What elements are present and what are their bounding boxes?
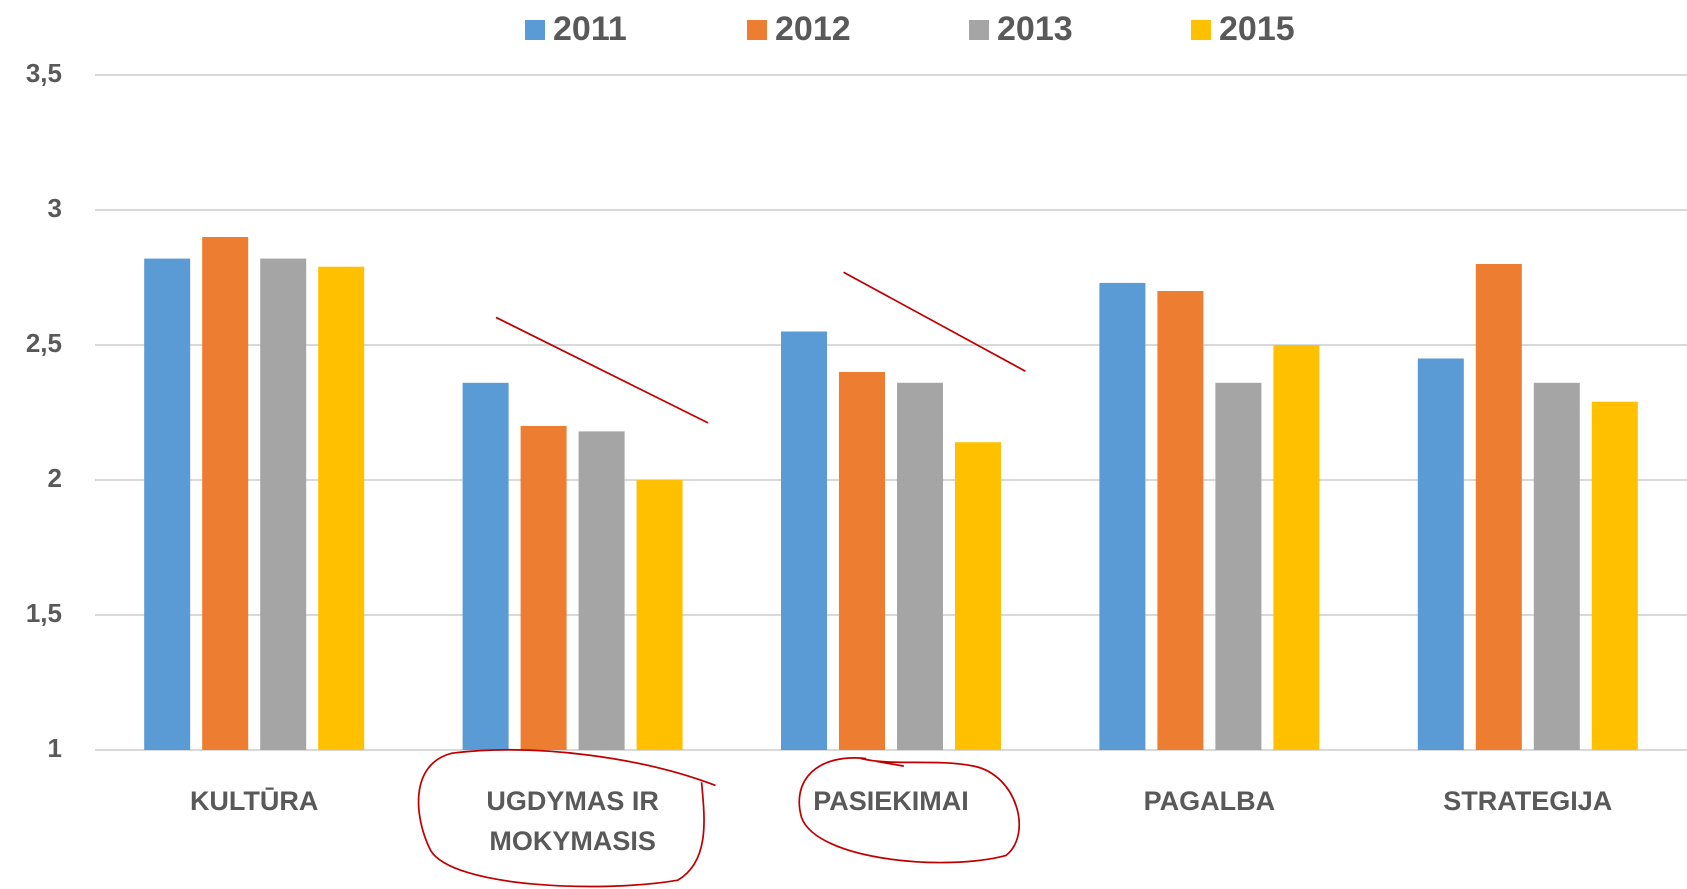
bar xyxy=(578,431,625,750)
x-tick-label: KULTŪRA xyxy=(189,786,319,816)
y-tick-label: 1 xyxy=(48,733,62,763)
y-tick-label: 1,5 xyxy=(26,598,62,628)
y-tick-label: 3,5 xyxy=(26,58,62,88)
legend-label: 2015 xyxy=(1219,10,1295,48)
bar xyxy=(839,372,885,750)
annotation-circle xyxy=(798,757,1021,864)
bar xyxy=(318,266,365,750)
legend-swatch xyxy=(525,20,545,40)
bar xyxy=(520,426,567,750)
bar xyxy=(260,258,307,750)
x-tick-label: STRATEGIJA xyxy=(1443,786,1613,816)
bar xyxy=(897,382,943,750)
legend-swatch xyxy=(1191,20,1211,40)
bar xyxy=(781,331,827,750)
x-tick-label: PASIEKIMAI xyxy=(813,786,969,816)
annotations xyxy=(417,271,1026,888)
bar xyxy=(1273,345,1320,750)
legend-label: 2011 xyxy=(553,10,627,48)
legend-swatch xyxy=(747,20,767,40)
bar xyxy=(1475,264,1522,750)
bar xyxy=(144,258,191,750)
x-tick-label: PAGALBA xyxy=(1143,786,1276,816)
bar xyxy=(1417,358,1464,750)
bar xyxy=(1533,382,1580,750)
y-tick-label: 3 xyxy=(48,193,62,223)
bar xyxy=(462,382,509,750)
bar xyxy=(1099,282,1146,750)
legend-label: 2012 xyxy=(775,10,851,48)
y-tick-label: 2,5 xyxy=(26,328,62,358)
legend-label: 2013 xyxy=(997,10,1073,48)
bar xyxy=(1215,382,1262,750)
bar xyxy=(636,480,683,750)
annotation-circle xyxy=(417,749,716,888)
bar xyxy=(1157,291,1204,750)
y-tick-label: 2 xyxy=(48,463,62,493)
x-tick-label: UGDYMAS IR MOKYMASIS xyxy=(486,786,659,856)
bar xyxy=(1591,401,1638,750)
legend-swatch xyxy=(969,20,989,40)
bar xyxy=(955,442,1001,750)
annotation-line xyxy=(843,271,1026,372)
bar xyxy=(202,237,249,750)
annotation-line xyxy=(495,316,709,424)
